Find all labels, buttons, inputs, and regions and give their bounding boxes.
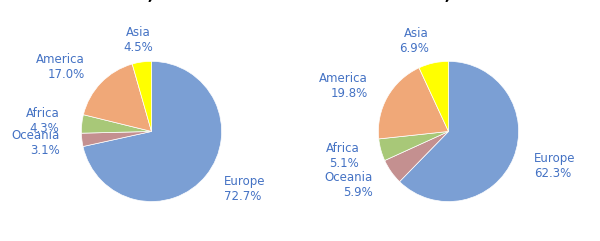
Wedge shape	[379, 131, 449, 161]
Text: Asia
4.5%: Asia 4.5%	[124, 26, 154, 54]
Wedge shape	[82, 131, 151, 147]
Text: Africa
4.3%: Africa 4.3%	[26, 107, 59, 135]
Text: Oceania
3.1%: Oceania 3.1%	[11, 129, 59, 157]
Text: Europe
72.7%: Europe 72.7%	[224, 175, 265, 203]
Text: Asia
6.9%: Asia 6.9%	[399, 27, 428, 55]
Text: Oceania
5.9%: Oceania 5.9%	[325, 171, 373, 199]
Wedge shape	[379, 68, 449, 139]
Wedge shape	[132, 61, 151, 131]
Wedge shape	[419, 61, 449, 131]
Wedge shape	[385, 131, 449, 182]
Wedge shape	[82, 115, 151, 133]
Title: State, 2012: State, 2012	[389, 0, 508, 3]
Wedge shape	[83, 61, 221, 201]
Text: America
17.0%: America 17.0%	[36, 53, 85, 81]
Wedge shape	[83, 64, 151, 131]
Text: America
19.8%: America 19.8%	[319, 72, 368, 100]
Text: Europe
62.3%: Europe 62.3%	[534, 152, 576, 180]
Wedge shape	[400, 61, 518, 201]
Text: Africa
5.1%: Africa 5.1%	[325, 142, 359, 170]
Title: State, 2000: State, 2000	[92, 0, 211, 3]
